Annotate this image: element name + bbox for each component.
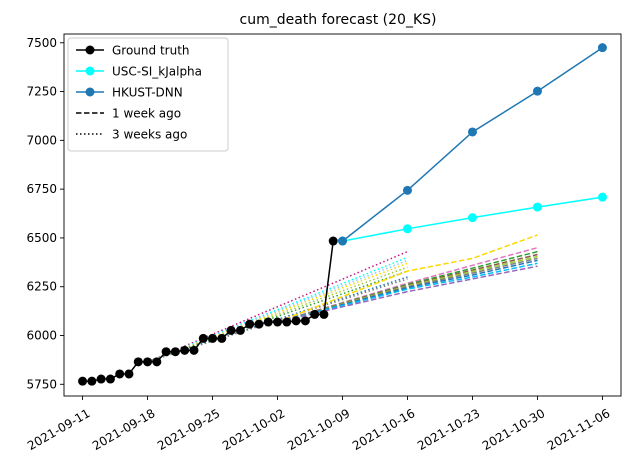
x-tick-label: 2021-11-06	[545, 406, 612, 453]
ground-truth-point	[124, 369, 134, 379]
usc-si-kjalpha-point	[532, 202, 542, 212]
usc-si-kjalpha-point	[597, 192, 607, 202]
legend-label-1-week-ago: 1 week ago	[112, 107, 181, 121]
ground-truth-point	[310, 309, 320, 319]
legend-label-usc-si-kjalpha: USC-SI_kJalpha	[112, 65, 202, 79]
y-tick-label: 7250	[26, 85, 57, 99]
forecast-3-weeks-ago-line	[147, 259, 408, 363]
legend-label-hkust-dnn: HKUST-DNN	[112, 86, 183, 100]
past-forecasts-layer	[147, 234, 538, 363]
legend-label-ground-truth: Ground truth	[112, 44, 190, 58]
ground-truth-line	[82, 241, 334, 382]
ground-truth-point	[263, 317, 273, 327]
ground-truth-point	[143, 357, 153, 367]
forecast-3-weeks-ago-line	[147, 270, 408, 363]
ground-truth-point	[78, 376, 88, 386]
forecast-1-week-ago-line	[277, 265, 538, 323]
ground-truth-point	[291, 316, 301, 326]
ground-truth-point	[170, 347, 180, 357]
chart-title: cum_death forecast (20_KS)	[240, 12, 437, 28]
x-tick-label: 2021-10-30	[480, 406, 547, 453]
y-tick-label: 5750	[26, 377, 57, 391]
usc-si-kjalpha-point	[467, 213, 477, 223]
ground-truth-point	[235, 325, 245, 335]
hkust-dnn-line	[342, 47, 603, 242]
ground-truth-point	[96, 374, 106, 384]
y-tick-label: 7500	[26, 36, 57, 50]
hkust-dnn-point	[532, 86, 542, 96]
x-tick-label: 2021-10-02	[220, 406, 287, 453]
usc-si-kjalpha-point	[402, 224, 412, 234]
hkust-dnn-point	[338, 236, 347, 246]
x-tick-label: 2021-09-18	[90, 406, 157, 453]
ground-truth-point	[208, 333, 218, 343]
ground-truth-point	[245, 319, 255, 329]
ground-truth-point	[161, 347, 171, 357]
ground-truth-point	[133, 357, 143, 367]
forecast-1-week-ago-line	[277, 262, 538, 323]
y-tick-label: 6500	[26, 231, 57, 245]
ground-truth-point	[180, 345, 190, 355]
ground-truth-point	[87, 376, 97, 386]
hkust-dnn-point	[467, 127, 477, 137]
ground-truth-point	[198, 333, 208, 343]
ground-truth-point	[115, 369, 125, 379]
hkust-dnn-point	[597, 43, 607, 53]
forecast-1-week-ago-line	[277, 234, 538, 323]
ground-truth-point	[254, 319, 264, 329]
ground-truth-point	[319, 309, 329, 319]
legend-marker-usc-si-kjalpha	[85, 66, 95, 76]
legend-marker-hkust-dnn	[85, 87, 95, 97]
y-tick-label: 6750	[26, 182, 57, 196]
y-tick-label: 6000	[26, 329, 57, 343]
ground-truth-point	[328, 236, 338, 246]
ground-truth-point	[226, 325, 236, 335]
legend-label-3-weeks-ago: 3 weeks ago	[112, 128, 187, 142]
legend: Ground truth USC-SI_kJalpha HKUST-DNN 1 wee…	[67, 37, 229, 152]
forecast-3-weeks-ago-line	[147, 250, 408, 363]
series-layer	[78, 43, 607, 386]
ground-truth-point	[217, 333, 227, 343]
ground-truth-point	[189, 345, 199, 355]
ground-truth-point	[273, 317, 283, 327]
ground-truth-point	[300, 316, 310, 326]
hkust-dnn-point	[402, 185, 412, 195]
x-tick-label: 2021-10-16	[350, 406, 417, 453]
ground-truth-point	[282, 317, 292, 327]
y-tick-label: 6250	[26, 280, 57, 294]
y-tick-label: 7000	[26, 133, 57, 147]
x-tick-label: 2021-10-23	[415, 406, 482, 453]
forecast-3-weeks-ago-line	[147, 256, 408, 363]
legend-box	[67, 37, 229, 152]
x-tick-label: 2021-09-11	[25, 406, 92, 453]
x-tick-label: 2021-10-09	[285, 406, 352, 453]
ground-truth-point	[152, 357, 162, 367]
legend-marker-ground-truth	[85, 45, 95, 55]
ground-truth-point	[105, 374, 115, 384]
x-tick-label: 2021-09-25	[155, 406, 222, 453]
